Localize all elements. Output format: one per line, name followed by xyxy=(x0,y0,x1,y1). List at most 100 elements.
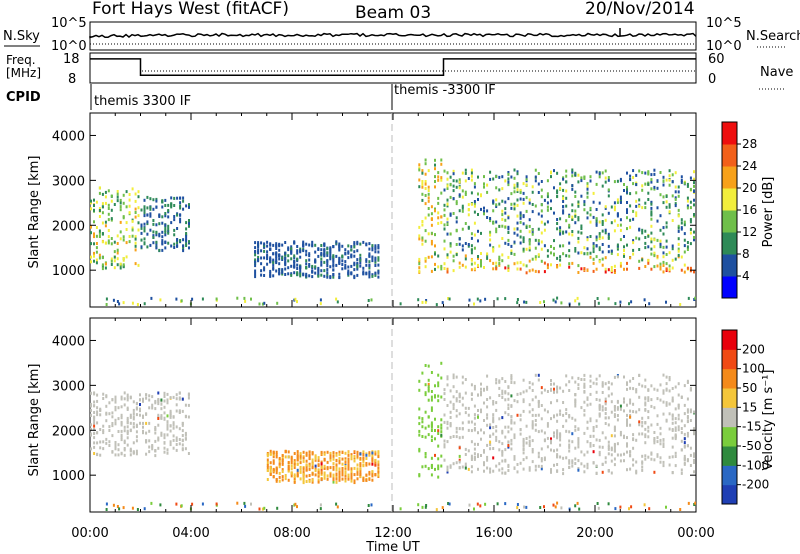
data-cell xyxy=(580,224,583,228)
data-cell xyxy=(338,457,341,461)
data-cell xyxy=(424,259,427,263)
data-cell xyxy=(553,382,555,386)
data-cell xyxy=(519,413,522,417)
data-cell xyxy=(665,200,668,204)
data-cell xyxy=(504,398,507,402)
data-cell xyxy=(510,202,513,206)
data-cell xyxy=(629,386,632,390)
data-cell xyxy=(143,214,146,218)
data-cell xyxy=(610,448,613,452)
data-cell xyxy=(495,203,498,207)
data-cell xyxy=(638,266,641,270)
data-cell xyxy=(105,404,108,408)
data-cell xyxy=(418,422,421,426)
data-cell xyxy=(350,456,353,460)
station-title: Fort Hays West (fitACF) xyxy=(92,0,289,19)
data-cell xyxy=(258,302,261,306)
data-cell xyxy=(577,437,580,441)
data-cell xyxy=(680,419,683,423)
data-cell xyxy=(317,456,320,460)
data-cell xyxy=(686,245,689,249)
data-cell xyxy=(598,246,601,250)
data-cell xyxy=(680,226,683,230)
colorbar-tick-label: 16 xyxy=(742,203,757,217)
data-cell xyxy=(167,231,170,235)
data-cell xyxy=(477,393,479,397)
data-cell xyxy=(134,235,137,239)
data-cell xyxy=(163,441,166,445)
data-cell xyxy=(323,252,326,256)
data-cell xyxy=(99,440,102,444)
data-cell xyxy=(356,264,359,268)
data-cell xyxy=(173,242,176,246)
data-cell xyxy=(598,407,601,411)
data-cell xyxy=(546,220,549,224)
data-cell xyxy=(461,227,464,231)
data-cell xyxy=(108,425,111,429)
data-cell xyxy=(452,376,455,380)
data-cell xyxy=(467,413,470,417)
data-cell xyxy=(112,503,115,507)
data-cell xyxy=(140,226,143,230)
data-cell xyxy=(653,185,656,189)
data-cell xyxy=(601,431,604,435)
data-cell xyxy=(516,203,519,207)
data-cell xyxy=(598,438,601,442)
data-cell xyxy=(326,474,329,478)
data-cell xyxy=(619,453,622,457)
data-cell xyxy=(480,410,482,414)
data-cell xyxy=(311,458,314,462)
data-cell xyxy=(359,261,362,265)
data-cell xyxy=(308,464,311,468)
data-cell xyxy=(650,212,653,216)
data-cell xyxy=(683,232,686,236)
data-cell xyxy=(359,452,362,456)
data-cell xyxy=(556,429,559,433)
data-cell xyxy=(546,422,549,426)
data-cell xyxy=(694,501,696,505)
data-cell xyxy=(492,249,495,253)
data-cell xyxy=(610,446,613,450)
data-cell xyxy=(122,193,125,197)
data-cell xyxy=(135,425,138,428)
data-cell xyxy=(296,251,299,255)
data-cell xyxy=(166,423,169,427)
data-cell xyxy=(501,453,504,457)
data-cell xyxy=(434,394,436,398)
data-cell xyxy=(480,382,482,386)
data-cell xyxy=(90,242,92,246)
data-cell xyxy=(601,229,604,233)
data-cell xyxy=(674,257,677,261)
data-cell xyxy=(377,463,380,467)
data-cell xyxy=(371,472,374,476)
data-cell xyxy=(559,258,562,262)
data-cell xyxy=(335,463,338,467)
data-cell xyxy=(188,205,190,209)
data-cell xyxy=(498,386,501,390)
data-cell xyxy=(430,408,433,412)
data-cell xyxy=(424,455,427,459)
data-cell xyxy=(163,446,166,450)
data-cell xyxy=(263,256,266,260)
data-cell xyxy=(269,271,272,275)
data-cell xyxy=(135,406,138,410)
data-cell xyxy=(470,397,473,401)
data-cell xyxy=(635,390,638,394)
data-cell xyxy=(272,243,275,247)
data-cell xyxy=(425,299,428,302)
data-cell xyxy=(665,205,668,209)
data-cell xyxy=(589,179,592,183)
data-cell xyxy=(296,249,299,253)
data-cell xyxy=(516,170,519,174)
data-cell xyxy=(155,233,158,237)
data-cell xyxy=(461,396,464,400)
data-cell xyxy=(489,434,492,438)
data-cell xyxy=(550,417,552,421)
data-cell xyxy=(263,274,266,277)
data-cell xyxy=(623,409,625,413)
data-cell xyxy=(167,230,170,233)
data-cell xyxy=(659,438,662,442)
data-cell xyxy=(598,201,601,205)
data-cell xyxy=(589,235,592,238)
data-cell xyxy=(592,461,595,465)
